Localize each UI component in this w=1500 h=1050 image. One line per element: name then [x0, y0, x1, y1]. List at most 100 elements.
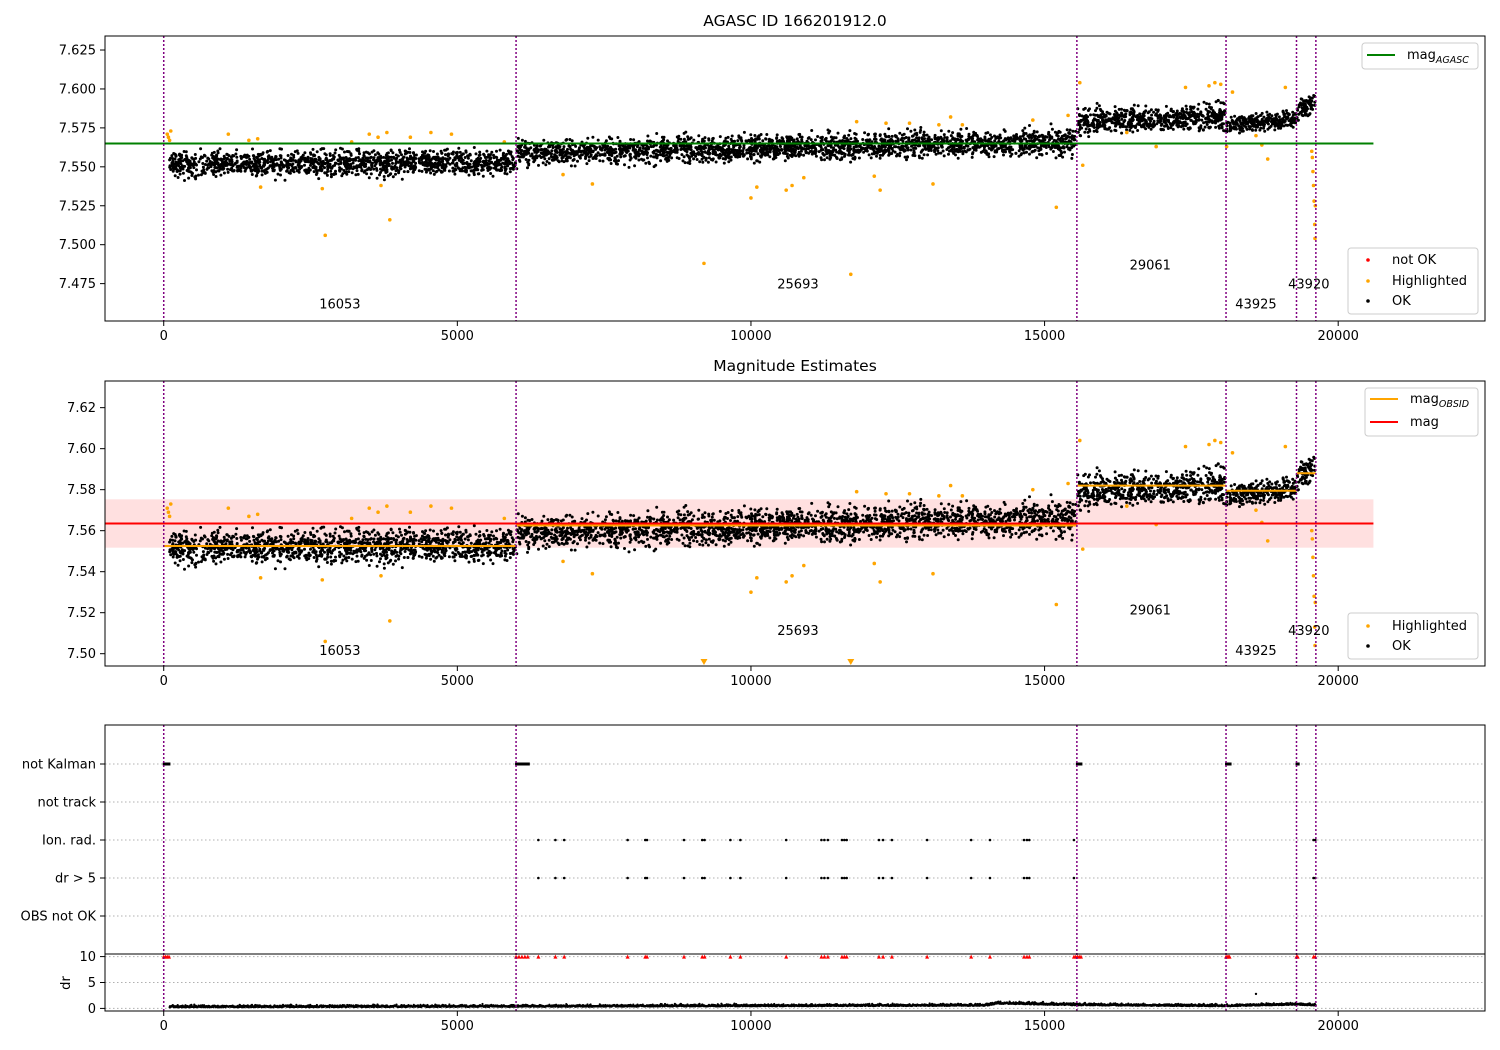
agasc-ok-point	[927, 144, 931, 148]
agasc-ok-point	[520, 138, 524, 142]
agasc-ok-point	[1214, 119, 1218, 123]
agasc-ok-point	[1003, 129, 1007, 133]
legend-ok-label: OK	[1392, 294, 1411, 309]
agasc-ok-point	[1089, 113, 1092, 117]
agasc-ok-point	[966, 137, 970, 141]
agasc-ok-point	[1125, 109, 1129, 112]
agasc-ok-point	[504, 167, 508, 171]
agasc-ok-point	[352, 165, 356, 169]
agasc-ok-point	[1309, 102, 1312, 106]
agasc-ok-point	[323, 171, 327, 175]
agasc-ok-point	[226, 167, 230, 171]
agasc-ok-point	[227, 162, 231, 166]
agasc-ok-point	[477, 158, 481, 161]
agasc-ok-point	[679, 144, 683, 148]
agasc-ok-point	[1084, 127, 1088, 131]
agasc-ok-point	[1130, 107, 1134, 111]
agasc-ok-point	[627, 146, 631, 149]
agasc-ok-point	[547, 157, 551, 161]
agasc-ok-point	[1283, 112, 1286, 116]
agasc-ok-point	[601, 146, 605, 150]
agasc-ok-point	[312, 154, 316, 158]
agasc-ok-point	[324, 153, 328, 157]
agasc-ok-point	[543, 157, 547, 161]
agasc-ok-point	[682, 155, 686, 159]
agasc-ok-point	[519, 150, 523, 154]
agasc-ok-point	[847, 152, 851, 156]
agasc-ok-point	[293, 150, 297, 154]
agasc-ok-point	[1149, 108, 1153, 112]
agasc-ok-point	[1171, 127, 1175, 131]
agasc-obsid-label: 16053	[319, 298, 360, 313]
agasc-ok-point	[878, 153, 882, 157]
agasc-ok-point	[259, 153, 263, 157]
agasc-ok-point	[435, 152, 439, 156]
agasc-ok-point	[644, 161, 648, 165]
agasc-ok-point	[1121, 124, 1125, 128]
agasc-ok-point	[905, 146, 909, 150]
agasc-ok-point	[649, 145, 653, 149]
agasc-ok-point	[532, 143, 536, 147]
agasc-ok-point	[336, 158, 340, 162]
agasc-ok-point	[785, 139, 789, 143]
agasc-ok-point	[239, 166, 243, 170]
legend-highlighted-label: Highlighted	[1392, 274, 1467, 289]
agasc-ok-point	[232, 154, 236, 158]
agasc-ok-point	[742, 146, 746, 150]
agasc-ok-point	[178, 172, 182, 176]
agasc-ok-point	[486, 166, 490, 170]
agasc-ok-point	[568, 138, 572, 141]
agasc-ok-point	[1204, 117, 1208, 121]
agasc-ok-point	[291, 169, 295, 173]
estimates-ok-point	[168, 540, 172, 544]
agasc-ok-point	[638, 147, 642, 151]
agasc-ok-point	[395, 156, 399, 160]
agasc-highlighted-point	[1309, 149, 1314, 154]
agasc-ok-point	[279, 160, 283, 164]
agasc-ok-point	[584, 153, 588, 156]
agasc-ok-point	[956, 156, 960, 160]
agasc-ok-point	[510, 155, 514, 159]
agasc-ok-point	[1142, 110, 1146, 114]
agasc-ok-point	[1278, 120, 1282, 124]
agasc-ok-point	[686, 135, 690, 139]
agasc-ok-point	[646, 134, 650, 138]
agasc-ok-point	[424, 159, 428, 163]
agasc-ok-point	[429, 171, 433, 175]
agasc-ok-point	[1140, 119, 1144, 122]
agasc-ok-point	[549, 154, 553, 158]
agasc-ok-point	[617, 144, 621, 148]
agasc-ok-point	[201, 156, 204, 159]
agasc-ok-point	[879, 138, 883, 142]
agasc-ok-point	[1071, 129, 1075, 133]
agasc-ok-point	[900, 144, 904, 148]
agasc-highlighted-point	[255, 136, 260, 141]
agasc-xtick-label: 10000	[730, 329, 771, 344]
agasc-ok-point	[395, 166, 399, 170]
agasc-ok-point	[1200, 114, 1204, 118]
agasc-ok-point	[617, 159, 620, 163]
agasc-panel-frame	[104, 35, 1486, 322]
agasc-ok-point	[965, 140, 969, 144]
agasc-ok-point	[545, 160, 549, 163]
agasc-ok-point	[912, 146, 916, 150]
agasc-ok-point	[1132, 110, 1136, 114]
agasc-ok-point	[768, 150, 772, 154]
agasc-ok-point	[1152, 110, 1156, 114]
agasc-ok-point	[1250, 128, 1254, 132]
agasc-ok-point	[485, 149, 489, 153]
agasc-ok-point	[193, 153, 197, 156]
agasc-ok-point	[1120, 117, 1124, 121]
agasc-ok-point	[1025, 150, 1028, 154]
agasc-ok-point	[193, 175, 197, 179]
agasc-ok-point	[270, 155, 274, 159]
agasc-ok-point	[922, 130, 926, 134]
agasc-ok-point	[670, 156, 674, 160]
agasc-ok-point	[1164, 112, 1168, 116]
agasc-ok-point	[502, 157, 505, 161]
agasc-ok-point	[326, 170, 330, 173]
agasc-ok-point	[1054, 156, 1058, 160]
agasc-ok-point	[1261, 123, 1265, 126]
agasc-ok-point	[1197, 115, 1201, 119]
agasc-ok-point	[869, 146, 873, 150]
